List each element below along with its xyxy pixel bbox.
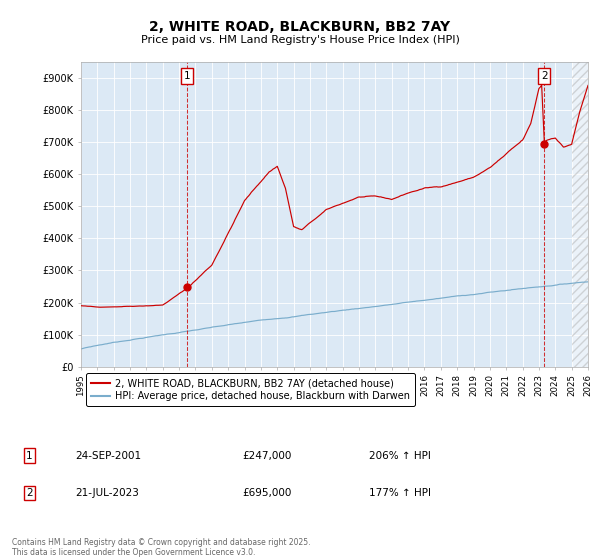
Text: 1: 1 (184, 71, 191, 81)
Legend: 2, WHITE ROAD, BLACKBURN, BB2 7AY (detached house), HPI: Average price, detached: 2, WHITE ROAD, BLACKBURN, BB2 7AY (detac… (86, 374, 415, 406)
Text: £695,000: £695,000 (242, 488, 292, 498)
Text: 177% ↑ HPI: 177% ↑ HPI (369, 488, 431, 498)
Text: 2: 2 (541, 71, 548, 81)
Text: 21-JUL-2023: 21-JUL-2023 (76, 488, 139, 498)
Text: £247,000: £247,000 (242, 451, 292, 461)
Text: 206% ↑ HPI: 206% ↑ HPI (369, 451, 431, 461)
Text: 1: 1 (26, 451, 32, 461)
Text: Contains HM Land Registry data © Crown copyright and database right 2025.
This d: Contains HM Land Registry data © Crown c… (12, 538, 311, 557)
Bar (572, 62, 588, 367)
Text: 24-SEP-2001: 24-SEP-2001 (76, 451, 142, 461)
Text: Price paid vs. HM Land Registry's House Price Index (HPI): Price paid vs. HM Land Registry's House … (140, 35, 460, 45)
Text: 2: 2 (26, 488, 32, 498)
Text: 2, WHITE ROAD, BLACKBURN, BB2 7AY: 2, WHITE ROAD, BLACKBURN, BB2 7AY (149, 20, 451, 34)
